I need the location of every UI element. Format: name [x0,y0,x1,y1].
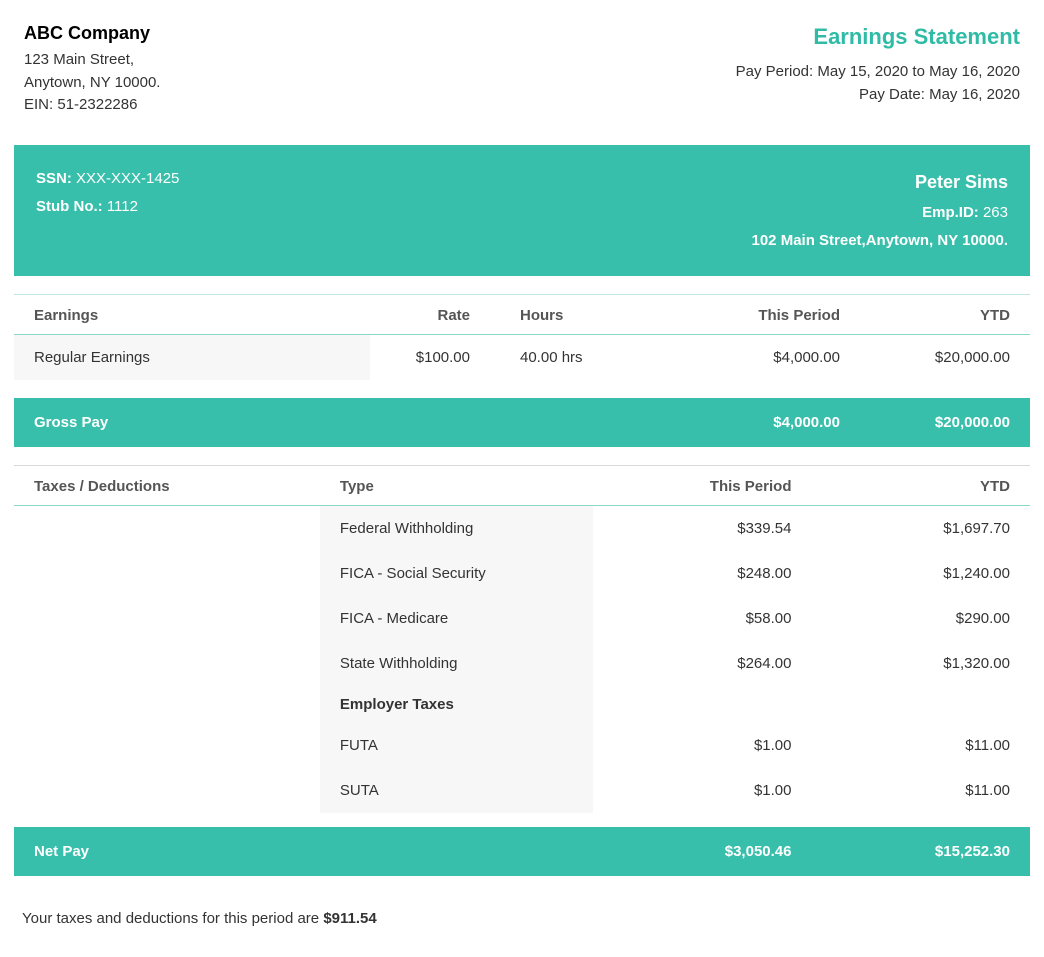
employer-taxes-label: Employer Taxes [320,686,593,723]
employee-id-line: Emp.ID: 263 [752,199,1009,228]
document-header: ABC Company 123 Main Street, Anytown, NY… [14,20,1030,117]
deduction-ytd: $290.00 [811,596,1030,641]
employer-taxes-label-row: Employer Taxes [14,686,1030,723]
gross-ytd: $20,000.00 [860,398,1030,447]
gross-label: Gross Pay [14,398,370,447]
col-this-period: This Period [660,294,860,334]
deduction-this: $264.00 [593,641,811,686]
net-pay-row: Net Pay $3,050.46 $15,252.30 [14,827,1030,876]
statement-title: Earnings Statement [736,20,1020,54]
deduction-type: Federal Withholding [320,505,593,551]
earnings-row: Regular Earnings $100.00 40.00 hrs $4,00… [14,334,1030,380]
deduction-ytd: $1,697.70 [811,505,1030,551]
ssn-line: SSN: XXX-XXX-1425 [36,165,179,194]
employer-tax-ytd: $11.00 [811,723,1030,768]
deduction-row: Federal Withholding $339.54 $1,697.70 [14,505,1030,551]
deduction-row: FICA - Social Security $248.00 $1,240.00 [14,551,1030,596]
employer-tax-this: $1.00 [593,768,811,813]
col-ded-this: This Period [593,465,811,505]
deductions-table: Taxes / Deductions Type This Period YTD … [14,465,1030,876]
earnings-label: Regular Earnings [14,334,370,380]
employer-tax-this: $1.00 [593,723,811,768]
col-hours: Hours [490,294,660,334]
employer-tax-ytd: $11.00 [811,768,1030,813]
earnings-hours: 40.00 hrs [490,334,660,380]
employee-bar: SSN: XXX-XXX-1425 Stub No.: 1112 Peter S… [14,145,1030,276]
employee-name: Peter Sims [752,165,1009,199]
net-ytd: $15,252.30 [811,827,1030,876]
deduction-row: FICA - Medicare $58.00 $290.00 [14,596,1030,641]
deduction-this: $339.54 [593,505,811,551]
footer-summary: Your taxes and deductions for this perio… [14,894,1030,927]
gross-this-period: $4,000.00 [660,398,860,447]
deduction-type: FICA - Medicare [320,596,593,641]
earnings-table: Earnings Rate Hours This Period YTD Regu… [14,294,1030,447]
statement-block: Earnings Statement Pay Period: May 15, 2… [736,20,1020,117]
stub-line: Stub No.: 1112 [36,193,179,222]
company-block: ABC Company 123 Main Street, Anytown, NY… [24,20,160,117]
company-name: ABC Company [24,20,160,47]
earnings-rate: $100.00 [370,334,490,380]
footer-amount: $911.54 [323,910,376,927]
pay-period: Pay Period: May 15, 2020 to May 16, 2020 [736,60,1020,83]
employer-tax-row: SUTA $1.00 $11.00 [14,768,1030,813]
net-this-period: $3,050.46 [593,827,811,876]
earnings-ytd: $20,000.00 [860,334,1030,380]
col-ded-ytd: YTD [811,465,1030,505]
col-ytd: YTD [860,294,1030,334]
deduction-this: $248.00 [593,551,811,596]
employer-tax-type: FUTA [320,723,593,768]
deduction-this: $58.00 [593,596,811,641]
deduction-ytd: $1,320.00 [811,641,1030,686]
company-ein: EIN: 51-2322286 [24,94,160,117]
company-city: Anytown, NY 10000. [24,72,160,95]
net-label: Net Pay [14,827,320,876]
deduction-ytd: $1,240.00 [811,551,1030,596]
employee-right: Peter Sims Emp.ID: 263 102 Main Street,A… [752,165,1009,256]
employer-tax-row: FUTA $1.00 $11.00 [14,723,1030,768]
deduction-row: State Withholding $264.00 $1,320.00 [14,641,1030,686]
col-deductions-label: Taxes / Deductions [14,465,320,505]
deductions-header-row: Taxes / Deductions Type This Period YTD [14,465,1030,505]
gross-pay-row: Gross Pay $4,000.00 $20,000.00 [14,398,1030,447]
col-type: Type [320,465,593,505]
col-rate: Rate [370,294,490,334]
company-street: 123 Main Street, [24,49,160,72]
deduction-type: State Withholding [320,641,593,686]
footer-text: Your taxes and deductions for this perio… [22,910,323,927]
pay-date: Pay Date: May 16, 2020 [736,83,1020,106]
employer-tax-type: SUTA [320,768,593,813]
deduction-type: FICA - Social Security [320,551,593,596]
earnings-section: Earnings Rate Hours This Period YTD Regu… [14,294,1030,447]
deductions-section: Taxes / Deductions Type This Period YTD … [14,465,1030,876]
earnings-this-period: $4,000.00 [660,334,860,380]
employee-left: SSN: XXX-XXX-1425 Stub No.: 1112 [36,165,179,256]
earnings-header-row: Earnings Rate Hours This Period YTD [14,294,1030,334]
col-earnings: Earnings [14,294,370,334]
employee-address: 102 Main Street,Anytown, NY 10000. [752,227,1009,256]
